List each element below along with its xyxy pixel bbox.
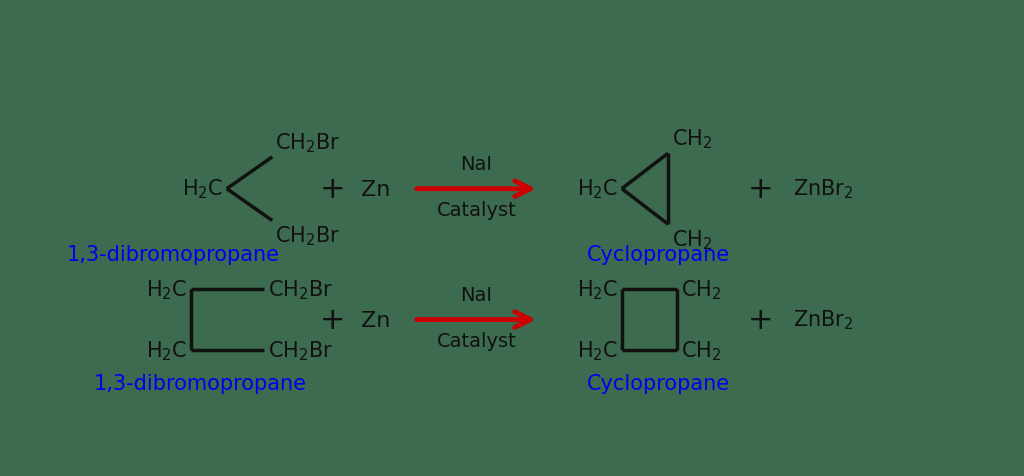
Text: CH$_2$: CH$_2$ (681, 339, 722, 362)
Text: ZnBr$_2$: ZnBr$_2$ (793, 178, 853, 201)
Text: CH$_2$: CH$_2$ (672, 127, 713, 151)
Text: H$_2$C: H$_2$C (577, 278, 617, 301)
Text: CH$_2$: CH$_2$ (672, 228, 713, 251)
Text: ZnBr$_2$: ZnBr$_2$ (793, 308, 853, 332)
Text: H$_2$C: H$_2$C (577, 178, 617, 201)
Text: H$_2$C: H$_2$C (182, 178, 223, 201)
Text: H$_2$C: H$_2$C (577, 339, 617, 362)
Text: +: + (748, 175, 773, 204)
Text: +: + (748, 306, 773, 334)
Text: NaI: NaI (461, 155, 493, 174)
Text: CH$_2$Br: CH$_2$Br (275, 224, 341, 248)
Text: CH$_2$Br: CH$_2$Br (267, 278, 333, 301)
Text: NaI: NaI (461, 286, 493, 305)
Text: 1,3-dibromopropane: 1,3-dibromopropane (93, 373, 306, 393)
Text: Cyclopropane: Cyclopropane (587, 245, 729, 265)
Text: Catalyst: Catalyst (436, 331, 516, 350)
Text: +: + (319, 175, 345, 204)
Text: CH$_2$: CH$_2$ (681, 278, 722, 301)
Text: CH$_2$Br: CH$_2$Br (275, 131, 341, 155)
Text: H$_2$C: H$_2$C (145, 339, 186, 362)
Text: H$_2$C: H$_2$C (145, 278, 186, 301)
Text: Cyclopropane: Cyclopropane (587, 373, 729, 393)
Text: Zn: Zn (360, 179, 390, 199)
Text: Catalyst: Catalyst (436, 201, 516, 220)
Text: 1,3-dibromopropane: 1,3-dibromopropane (67, 245, 280, 265)
Text: Zn: Zn (360, 310, 390, 330)
Text: CH$_2$Br: CH$_2$Br (267, 339, 333, 362)
Text: +: + (319, 306, 345, 334)
